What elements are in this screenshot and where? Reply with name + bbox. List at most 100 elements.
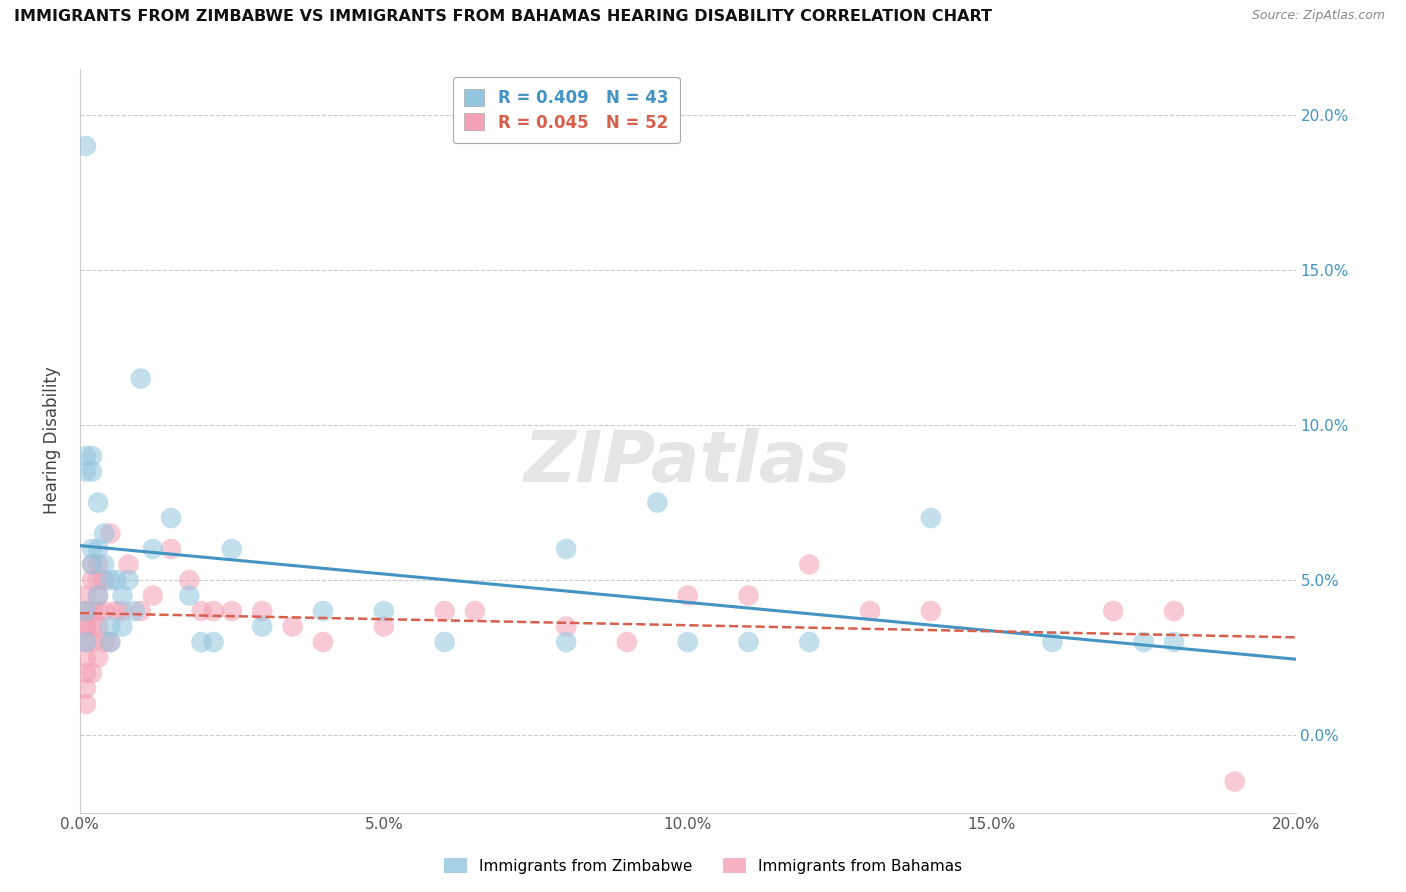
Point	[87, 650, 110, 665]
Point	[87, 589, 110, 603]
Point	[799, 558, 821, 572]
Point	[98, 573, 121, 587]
Point	[93, 604, 115, 618]
Point	[80, 542, 103, 557]
Point	[75, 449, 97, 463]
Point	[93, 558, 115, 572]
Point	[129, 371, 152, 385]
Point	[105, 604, 128, 618]
Point	[799, 635, 821, 649]
Legend: R = 0.409   N = 43, R = 0.045   N = 52: R = 0.409 N = 43, R = 0.045 N = 52	[453, 77, 679, 144]
Point	[80, 635, 103, 649]
Text: IMMIGRANTS FROM ZIMBABWE VS IMMIGRANTS FROM BAHAMAS HEARING DISABILITY CORRELATI: IMMIGRANTS FROM ZIMBABWE VS IMMIGRANTS F…	[14, 9, 993, 24]
Point	[737, 635, 759, 649]
Point	[111, 589, 134, 603]
Point	[93, 573, 115, 587]
Point	[117, 558, 139, 572]
Point	[433, 604, 456, 618]
Point	[312, 604, 335, 618]
Text: Source: ZipAtlas.com: Source: ZipAtlas.com	[1251, 9, 1385, 22]
Point	[252, 604, 274, 618]
Point	[80, 465, 103, 479]
Point	[129, 604, 152, 618]
Point	[190, 635, 212, 649]
Point	[1132, 635, 1154, 649]
Point	[555, 542, 578, 557]
Point	[647, 495, 669, 509]
Point	[80, 558, 103, 572]
Point	[87, 558, 110, 572]
Point	[281, 619, 304, 633]
Point	[87, 573, 110, 587]
Point	[75, 635, 97, 649]
Point	[75, 650, 97, 665]
Point	[555, 635, 578, 649]
Point	[75, 465, 97, 479]
Point	[111, 604, 134, 618]
Point	[75, 681, 97, 696]
Point	[98, 619, 121, 633]
Point	[221, 604, 243, 618]
Point	[87, 495, 110, 509]
Point	[75, 666, 97, 681]
Point	[87, 619, 110, 633]
Point	[221, 542, 243, 557]
Point	[1223, 774, 1246, 789]
Point	[75, 619, 97, 633]
Point	[80, 604, 103, 618]
Point	[859, 604, 882, 618]
Point	[464, 604, 486, 618]
Point	[80, 619, 103, 633]
Point	[202, 604, 225, 618]
Point	[312, 635, 335, 649]
Point	[87, 542, 110, 557]
Point	[142, 589, 165, 603]
Point	[111, 619, 134, 633]
Point	[179, 573, 201, 587]
Y-axis label: Hearing Disability: Hearing Disability	[44, 367, 60, 515]
Point	[75, 697, 97, 711]
Point	[75, 604, 97, 618]
Point	[87, 589, 110, 603]
Point	[179, 589, 201, 603]
Point	[160, 511, 183, 525]
Point	[124, 604, 146, 618]
Point	[737, 589, 759, 603]
Legend: Immigrants from Zimbabwe, Immigrants from Bahamas: Immigrants from Zimbabwe, Immigrants fro…	[437, 852, 969, 880]
Point	[87, 604, 110, 618]
Point	[1163, 635, 1185, 649]
Point	[98, 526, 121, 541]
Point	[555, 619, 578, 633]
Point	[98, 635, 121, 649]
Point	[80, 666, 103, 681]
Point	[676, 589, 699, 603]
Point	[75, 635, 97, 649]
Point	[252, 619, 274, 633]
Point	[202, 635, 225, 649]
Point	[117, 573, 139, 587]
Point	[920, 604, 942, 618]
Point	[160, 542, 183, 557]
Point	[80, 449, 103, 463]
Point	[676, 635, 699, 649]
Point	[920, 511, 942, 525]
Point	[1102, 604, 1125, 618]
Point	[75, 604, 97, 618]
Point	[98, 635, 121, 649]
Point	[1163, 604, 1185, 618]
Point	[93, 526, 115, 541]
Point	[75, 139, 97, 153]
Point	[1042, 635, 1064, 649]
Point	[433, 635, 456, 649]
Point	[373, 604, 395, 618]
Point	[93, 635, 115, 649]
Point	[373, 619, 395, 633]
Point	[190, 604, 212, 618]
Point	[105, 573, 128, 587]
Point	[80, 558, 103, 572]
Point	[142, 542, 165, 557]
Point	[75, 619, 97, 633]
Point	[616, 635, 638, 649]
Point	[80, 573, 103, 587]
Text: ZIPatlas: ZIPatlas	[524, 428, 852, 498]
